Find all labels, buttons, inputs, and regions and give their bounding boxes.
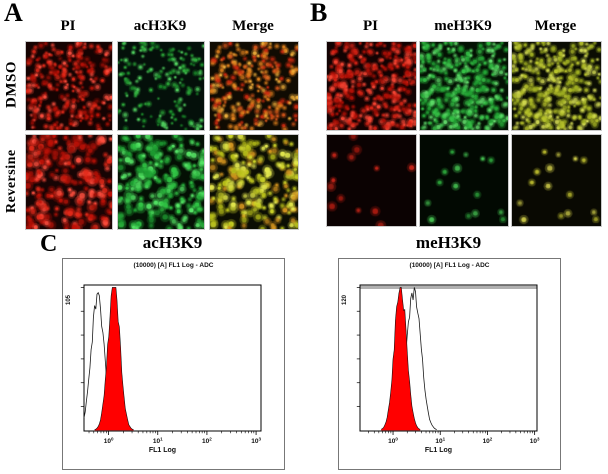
micrograph-b-reversine-meh3k9 <box>419 134 509 227</box>
micrograph-a-reversine-ach3k9 <box>117 134 205 230</box>
x-tick-label: 103 <box>251 437 261 446</box>
panel-a-header-pi: PI <box>60 18 76 34</box>
micrograph-b-reversine-merge <box>511 134 602 227</box>
filled_red_histogram-outline <box>381 287 421 430</box>
x-tick-label: 100 <box>104 437 114 446</box>
top-clip-band <box>360 285 537 289</box>
panel-c-label: C <box>40 231 58 257</box>
x-tick-label: 103 <box>530 437 540 446</box>
filled_red_histogram <box>381 287 421 431</box>
micrograph-a-reversine-pi <box>25 134 113 230</box>
flow-histogram-ach3k9: 100 101 102 103 <box>80 284 262 446</box>
flow-plot-header: (10000) [A] FL1 Log - ADC <box>133 262 214 269</box>
panel-a-header-merge: Merge <box>232 18 274 34</box>
micrograph-b-reversine-pi <box>326 134 417 227</box>
x-tick-label: 102 <box>483 437 493 446</box>
row-label-dmso: DMSO <box>3 61 20 109</box>
panel-b-header-meh3k9: meH3K9 <box>434 18 492 34</box>
micrograph-a-dmso-merge <box>209 41 299 131</box>
x-tick-label: 100 <box>388 437 398 446</box>
micrograph-a-reversine-merge <box>209 134 299 230</box>
flow-histogram-meh3k9: 100 101 102 103 <box>356 284 540 446</box>
micrograph-a-dmso-ach3k9 <box>117 41 205 131</box>
panel-a-header-ach3k9: acH3K9 <box>133 18 187 34</box>
x-tick-label: 101 <box>435 437 445 446</box>
panel-a-label: A <box>4 0 23 27</box>
x-tick-label: 101 <box>153 437 163 446</box>
x-tick-label: 102 <box>202 437 212 446</box>
panel-b-header-merge: Merge <box>534 18 577 34</box>
micrograph-b-dmso-meh3k9 <box>419 41 509 131</box>
flow-title-meh3k9: meH3K9 <box>415 233 482 252</box>
x-axis-label: FL1 Log <box>424 447 453 454</box>
x-axis-label: FL1 Log <box>148 447 177 454</box>
panel-b-label: B <box>310 0 328 27</box>
plot-frame <box>359 284 538 432</box>
flow-panel-ach3k9: (10000) [A] FL1 Log - ADC 105 100 101 102 1… <box>62 258 285 470</box>
flow-plot-header: (10000) [A] FL1 Log - ADC <box>409 262 490 269</box>
row-label-reversine: Reversine <box>4 149 19 213</box>
panel-b-header-pi: PI <box>363 18 378 34</box>
flow-title-ach3k9: acH3K9 <box>142 233 203 252</box>
micrograph-b-dmso-pi <box>326 41 417 131</box>
micrograph-a-dmso-pi <box>25 41 113 131</box>
flow-panel-meh3k9: (10000) [A] FL1 Log - ADC 120 100 101 102 1… <box>338 258 561 470</box>
micrograph-b-dmso-merge <box>511 41 602 131</box>
filled_red_histogram-outline <box>94 287 134 431</box>
